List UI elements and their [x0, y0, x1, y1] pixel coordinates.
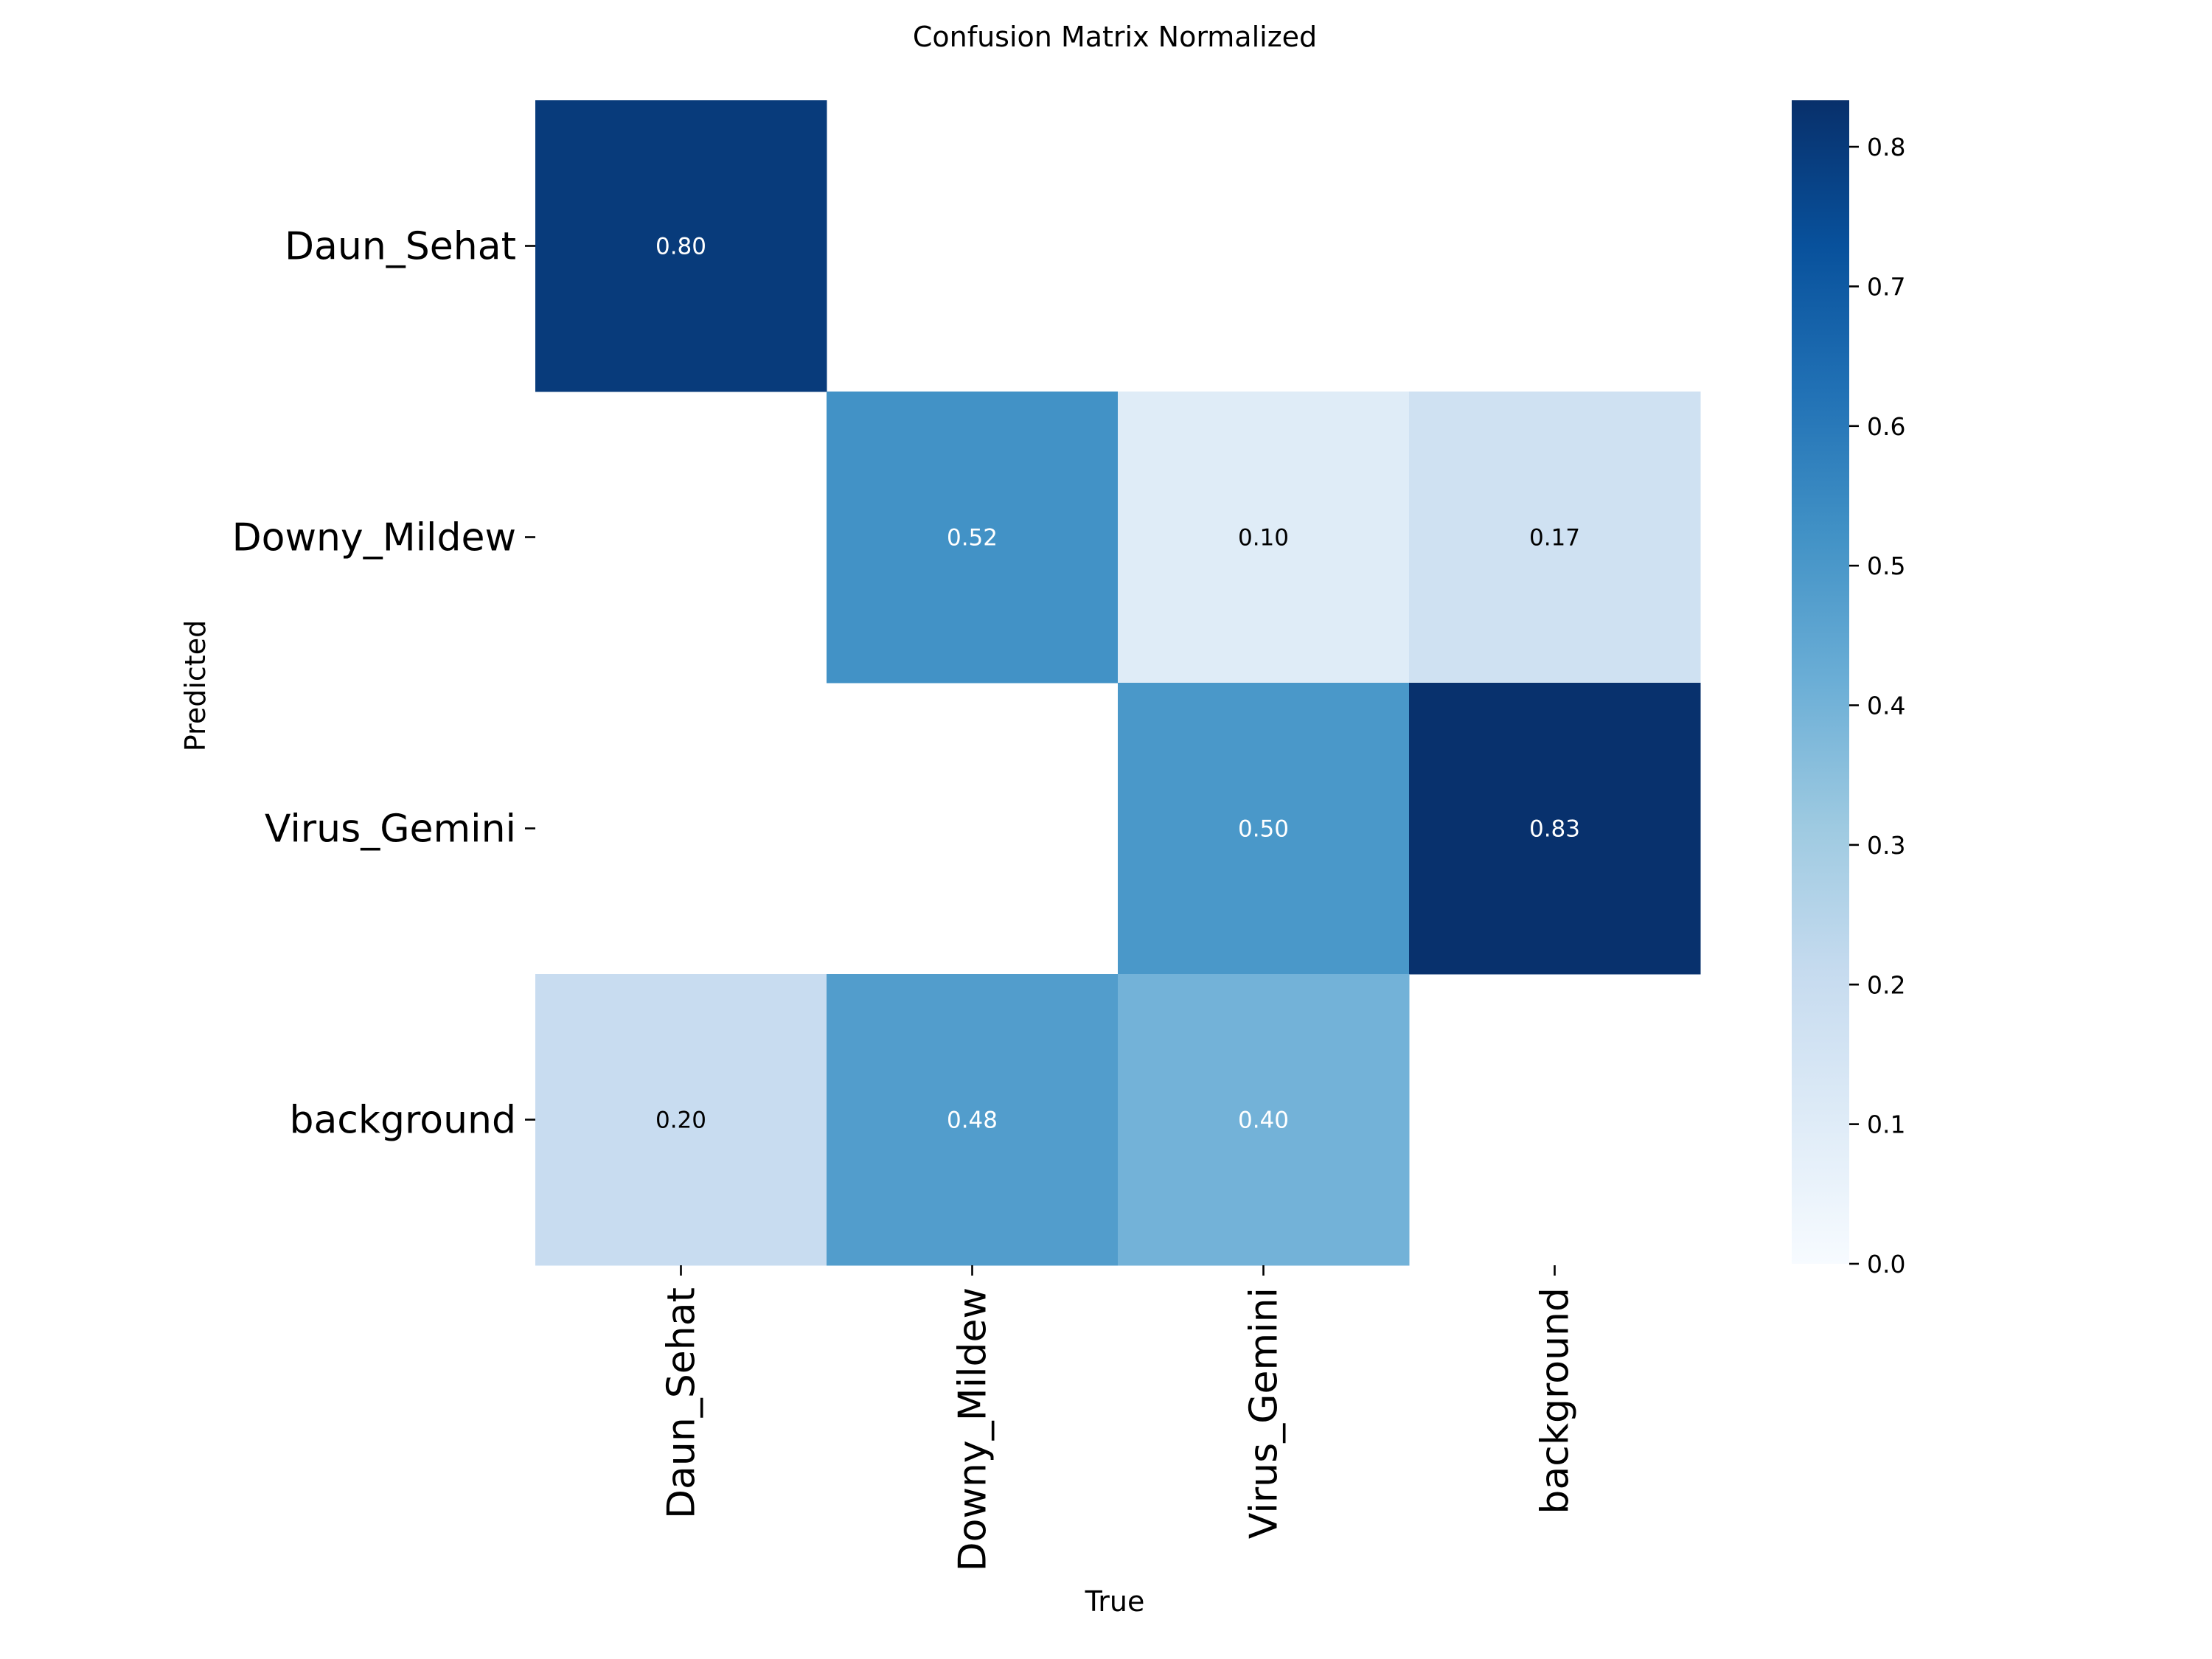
y-axis-ticks: Daun_Sehat Downy_Mildew Virus_Geminibackgr…: [232, 225, 535, 1143]
y-axis-label: Predicted: [179, 620, 212, 751]
cell-value-label: 0.83: [1529, 816, 1580, 843]
y-tick-label: Daun_Sehat: [285, 225, 516, 269]
cell-value-label: 0.40: [1238, 1107, 1289, 1134]
chart-title: Confusion Matrix Normalized: [913, 21, 1317, 53]
cell-downy-mildew-virus-gemini: [1118, 392, 1410, 684]
y-tick-label: background: [289, 1099, 516, 1143]
cell-value-label: 0.10: [1238, 525, 1289, 552]
colorbar-tick-label: 0.6: [1867, 412, 1905, 441]
colorbar-tick-label: 0.0: [1867, 1250, 1905, 1279]
colorbar-tick-label: 0.7: [1867, 272, 1905, 301]
y-tick-label: Virus_Gemini: [265, 807, 516, 852]
x-tick-label: Virus_Gemini: [1242, 1287, 1287, 1539]
colorbar-tick-label: 0.1: [1867, 1110, 1905, 1139]
cell-background-virus-gemini: [1118, 974, 1410, 1266]
cell-value-label: 0.52: [947, 525, 998, 552]
colorbar: 0.0 0.1 0.2 0.3 0.4 0.5 0.6 0.7 0.8: [1792, 100, 1905, 1279]
x-axis-label: True: [1085, 1585, 1145, 1618]
cell-background-daun-sehat: [535, 974, 827, 1266]
colorbar-ticks: 0.0 0.1 0.2 0.3 0.4 0.5 0.6 0.7 0.8: [1849, 133, 1905, 1279]
colorbar-tick-label: 0.4: [1867, 692, 1905, 720]
cell-value-label: 0.80: [655, 234, 706, 260]
cell-downy-mildew-background: [1409, 392, 1701, 684]
x-axis-ticks: Daun_Sehat Downy_Mildew Virus_Gemini backgr…: [660, 1265, 1578, 1571]
colorbar-gradient: [1792, 100, 1849, 1264]
x-tick-label: Daun_Sehat: [660, 1287, 704, 1519]
heatmap-cells: [535, 100, 1701, 1266]
colorbar-tick-label: 0.8: [1867, 133, 1905, 161]
cell-virus-gemini-virus-gemini: [1118, 683, 1410, 975]
heatmap-cell-labels: 0.80 0.52 0.10 0.17 0.50 0.83 0.20 0.48 0.40: [655, 234, 1580, 1134]
cell-background-downy-mildew: [827, 974, 1119, 1266]
colorbar-tick-label: 0.2: [1867, 970, 1905, 999]
cell-value-label: 0.48: [947, 1107, 998, 1134]
cell-value-label: 0.20: [655, 1107, 706, 1134]
cell-value-label: 0.50: [1238, 816, 1289, 843]
cell-daun-sehat-daun-sehat: [535, 100, 827, 392]
x-tick-label: background: [1534, 1287, 1578, 1514]
cell-downy-mildew-downy-mildew: [827, 392, 1119, 684]
x-tick-label: Downy_Mildew: [951, 1287, 995, 1571]
cell-virus-gemini-background: [1409, 683, 1701, 975]
cell-value-label: 0.17: [1529, 525, 1580, 552]
colorbar-tick-label: 0.5: [1867, 552, 1905, 580]
colorbar-tick-label: 0.3: [1867, 831, 1905, 860]
y-tick-label: Downy_Mildew: [232, 516, 516, 560]
